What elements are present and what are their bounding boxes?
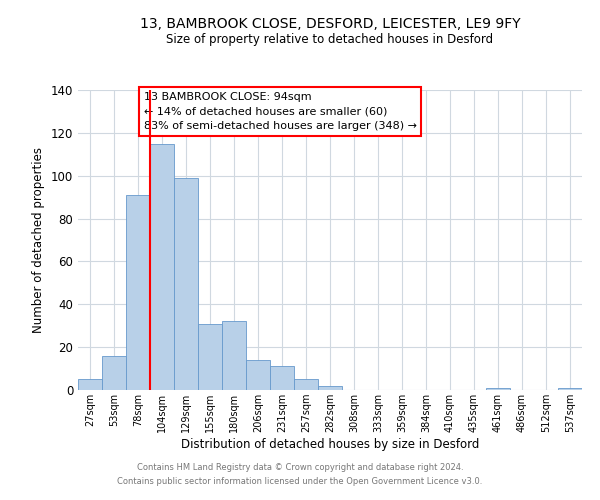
Bar <box>558 388 582 390</box>
Bar <box>174 178 198 390</box>
X-axis label: Distribution of detached houses by size in Desford: Distribution of detached houses by size … <box>181 438 479 451</box>
Bar <box>102 356 126 390</box>
Bar <box>222 322 246 390</box>
Y-axis label: Number of detached properties: Number of detached properties <box>32 147 45 333</box>
Text: Size of property relative to detached houses in Desford: Size of property relative to detached ho… <box>166 32 494 46</box>
Text: Contains public sector information licensed under the Open Government Licence v3: Contains public sector information licen… <box>118 477 482 486</box>
Bar <box>246 360 270 390</box>
Bar <box>486 388 510 390</box>
Bar <box>198 324 222 390</box>
Bar <box>318 386 342 390</box>
Bar <box>294 380 318 390</box>
Text: 13 BAMBROOK CLOSE: 94sqm
← 14% of detached houses are smaller (60)
83% of semi-d: 13 BAMBROOK CLOSE: 94sqm ← 14% of detach… <box>143 92 416 131</box>
Bar <box>150 144 174 390</box>
Bar <box>126 195 150 390</box>
Text: 13, BAMBROOK CLOSE, DESFORD, LEICESTER, LE9 9FY: 13, BAMBROOK CLOSE, DESFORD, LEICESTER, … <box>140 18 520 32</box>
Text: Contains HM Land Registry data © Crown copyright and database right 2024.: Contains HM Land Registry data © Crown c… <box>137 464 463 472</box>
Bar <box>270 366 294 390</box>
Bar <box>78 380 102 390</box>
